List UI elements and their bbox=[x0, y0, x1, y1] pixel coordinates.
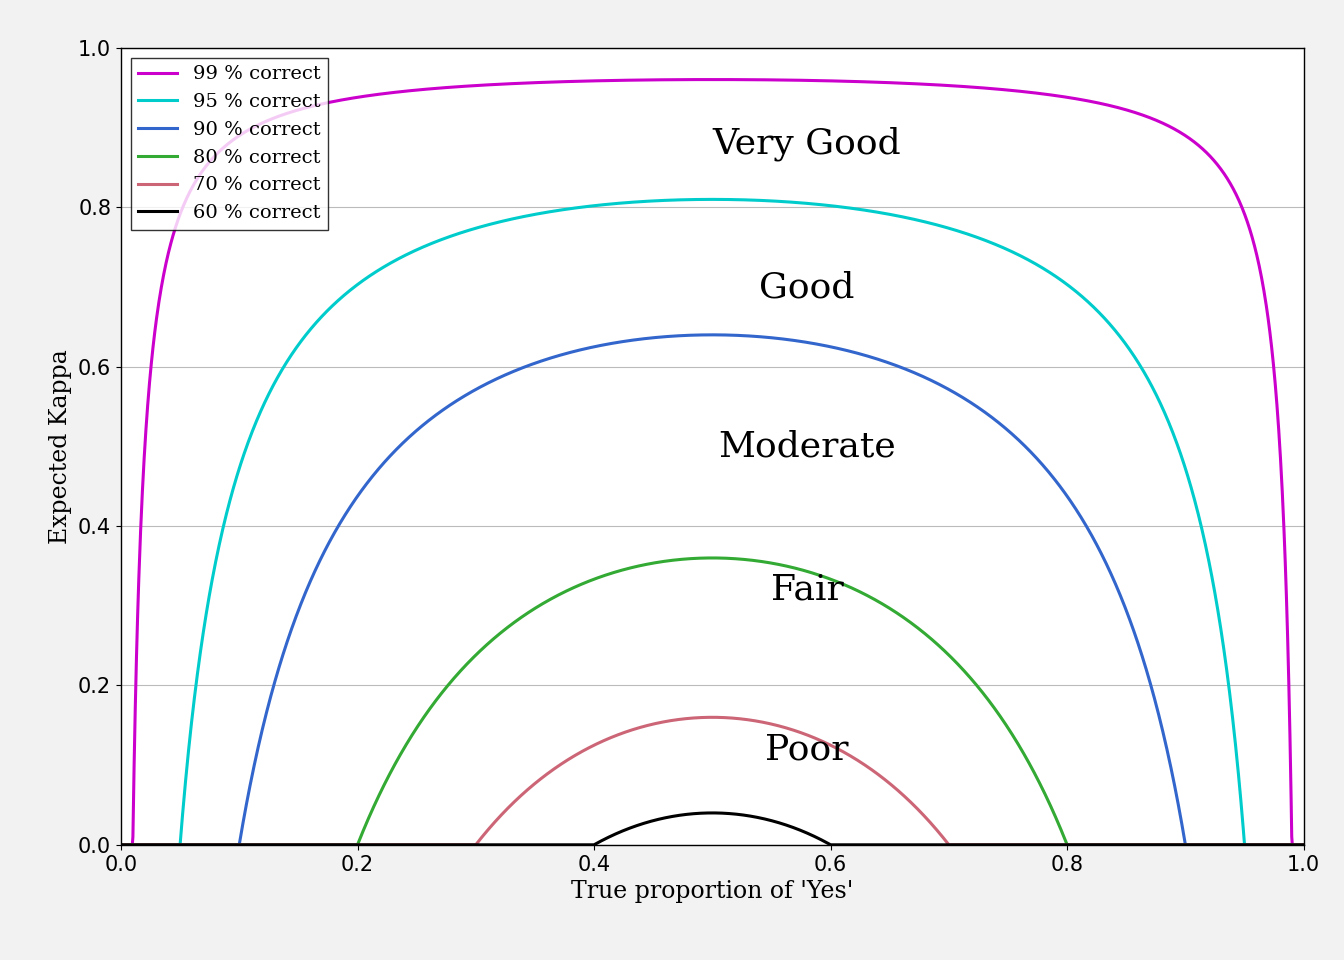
95 % correct bbox=[173, 823, 190, 834]
60 % correct bbox=[1044, 839, 1060, 851]
80 % correct bbox=[1262, 839, 1278, 851]
70 % correct bbox=[1261, 839, 1277, 851]
Y-axis label: Expected Kappa: Expected Kappa bbox=[50, 349, 73, 543]
60 % correct bbox=[1296, 839, 1312, 851]
99 % correct bbox=[704, 74, 720, 85]
Line: 60 % correct: 60 % correct bbox=[121, 813, 1304, 845]
60 % correct bbox=[657, 812, 673, 824]
95 % correct bbox=[657, 195, 673, 206]
70 % correct bbox=[657, 716, 673, 728]
99 % correct bbox=[1044, 89, 1060, 101]
70 % correct bbox=[173, 839, 190, 851]
90 % correct bbox=[688, 329, 704, 341]
99 % correct bbox=[1262, 326, 1278, 338]
95 % correct bbox=[1262, 839, 1278, 851]
99 % correct bbox=[657, 74, 673, 85]
Line: 90 % correct: 90 % correct bbox=[121, 335, 1304, 845]
X-axis label: True proportion of 'Yes': True proportion of 'Yes' bbox=[571, 880, 853, 903]
60 % correct bbox=[1262, 839, 1278, 851]
80 % correct bbox=[1044, 804, 1060, 816]
99 % correct bbox=[1296, 839, 1312, 851]
Text: Moderate: Moderate bbox=[718, 429, 896, 464]
70 % correct bbox=[1044, 839, 1060, 851]
90 % correct bbox=[113, 839, 129, 851]
95 % correct bbox=[113, 839, 129, 851]
95 % correct bbox=[688, 194, 704, 205]
99 % correct bbox=[688, 74, 704, 85]
Text: Fair: Fair bbox=[770, 573, 843, 607]
90 % correct bbox=[1044, 471, 1060, 483]
80 % correct bbox=[657, 556, 673, 567]
95 % correct bbox=[1044, 269, 1060, 280]
70 % correct bbox=[1262, 839, 1278, 851]
80 % correct bbox=[1296, 839, 1312, 851]
70 % correct bbox=[113, 839, 129, 851]
99 % correct bbox=[1261, 322, 1277, 333]
Text: Poor: Poor bbox=[765, 732, 848, 766]
Line: 99 % correct: 99 % correct bbox=[121, 80, 1304, 845]
95 % correct bbox=[704, 194, 720, 205]
Text: Very Good: Very Good bbox=[712, 127, 902, 161]
90 % correct bbox=[657, 331, 673, 343]
90 % correct bbox=[704, 329, 720, 341]
95 % correct bbox=[1296, 839, 1312, 851]
80 % correct bbox=[1261, 839, 1277, 851]
80 % correct bbox=[704, 552, 720, 564]
90 % correct bbox=[1296, 839, 1312, 851]
80 % correct bbox=[113, 839, 129, 851]
Line: 95 % correct: 95 % correct bbox=[121, 200, 1304, 845]
Line: 70 % correct: 70 % correct bbox=[121, 717, 1304, 845]
80 % correct bbox=[173, 839, 190, 851]
99 % correct bbox=[113, 839, 129, 851]
Legend: 99 % correct, 95 % correct, 90 % correct, 80 % correct, 70 % correct, 60 % corre: 99 % correct, 95 % correct, 90 % correct… bbox=[130, 58, 328, 229]
Line: 80 % correct: 80 % correct bbox=[121, 558, 1304, 845]
99 % correct bbox=[173, 204, 190, 216]
60 % correct bbox=[1261, 839, 1277, 851]
95 % correct bbox=[1261, 839, 1277, 851]
60 % correct bbox=[113, 839, 129, 851]
Text: Good: Good bbox=[759, 270, 855, 304]
60 % correct bbox=[173, 839, 190, 851]
70 % correct bbox=[688, 712, 704, 724]
80 % correct bbox=[688, 553, 704, 564]
90 % correct bbox=[1262, 839, 1278, 851]
70 % correct bbox=[1296, 839, 1312, 851]
60 % correct bbox=[704, 807, 720, 819]
60 % correct bbox=[688, 807, 704, 819]
90 % correct bbox=[173, 839, 190, 851]
70 % correct bbox=[704, 711, 720, 723]
90 % correct bbox=[1261, 839, 1277, 851]
